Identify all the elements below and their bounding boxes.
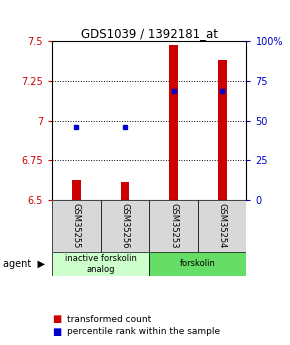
Bar	[198, 200, 246, 252]
Text: forskolin: forskolin	[180, 259, 216, 268]
Bar	[52, 200, 101, 252]
Text: agent  ▶: agent ▶	[3, 259, 45, 269]
Bar	[149, 200, 198, 252]
Bar	[218, 60, 226, 200]
Text: ■: ■	[52, 327, 61, 337]
Text: transformed count: transformed count	[67, 315, 151, 324]
Bar	[101, 200, 149, 252]
Text: GSM35253: GSM35253	[169, 203, 178, 249]
Text: GSM35254: GSM35254	[218, 203, 227, 249]
Title: GDS1039 / 1392181_at: GDS1039 / 1392181_at	[81, 27, 218, 40]
Bar	[169, 45, 178, 200]
Text: inactive forskolin
analog: inactive forskolin analog	[65, 254, 137, 274]
Bar	[52, 252, 149, 276]
Text: GSM35256: GSM35256	[121, 203, 130, 249]
Bar	[121, 182, 129, 200]
Bar	[72, 180, 81, 200]
Bar	[149, 252, 246, 276]
Text: percentile rank within the sample: percentile rank within the sample	[67, 327, 220, 336]
Text: GSM35255: GSM35255	[72, 203, 81, 249]
Text: ■: ■	[52, 314, 61, 324]
